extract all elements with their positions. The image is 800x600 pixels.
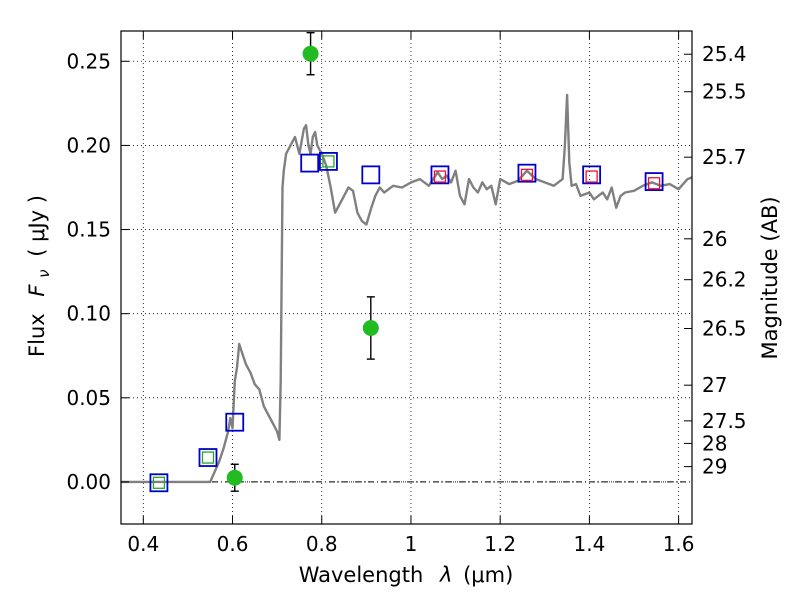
x-axis-title: Wavelength λ (μm) [299, 563, 514, 587]
y-tick-label: 0.15 [66, 218, 111, 242]
model-spectrum-line [121, 93, 693, 484]
model-photometry-square [361, 165, 381, 185]
secondary-axis-title: Magnitude (AB) [758, 196, 782, 359]
model-photometry-square [430, 165, 450, 185]
magnitude-tick-label: 26.2 [702, 268, 747, 292]
model-photometry-square [225, 412, 245, 432]
magnitude-tick-label: 25.5 [702, 80, 747, 104]
model-photometry-square [198, 448, 218, 467]
observed-photometry-square-red [520, 168, 534, 182]
model-photometry-square [582, 165, 602, 185]
detection-point [226, 469, 243, 486]
marker-layer [149, 31, 664, 493]
x-tick-label: 1.6 [663, 532, 695, 556]
observed-photometry-square-red [647, 177, 661, 190]
detection-point [362, 319, 379, 336]
x-tick-label: 0.6 [217, 532, 249, 556]
magnitude-tick-label: 28 [702, 431, 727, 455]
model-photometry-square [319, 152, 338, 171]
y-tick-label: 0.05 [66, 386, 111, 410]
model-photometry-square [644, 172, 664, 191]
model-photometry-square [149, 473, 169, 493]
observed-photometry-square-red [433, 170, 447, 183]
y-tick-label: 0.00 [66, 470, 111, 494]
model-photometry-square [517, 163, 537, 183]
x-tick-label: 0.8 [306, 532, 338, 556]
magnitude-tick-label: 26 [702, 227, 727, 251]
observed-photometry-square-green [201, 451, 215, 464]
plot-frame [120, 30, 693, 525]
model-photometry-square [300, 153, 320, 173]
detection-point [302, 45, 319, 62]
x-tick-label: 1 [405, 532, 418, 556]
observed-photometry-square-red [585, 170, 598, 183]
magnitude-tick-label: 27 [702, 373, 727, 397]
magnitude-tick-label: 27.5 [702, 409, 747, 433]
magnitude-tick-label: 25.7 [702, 145, 747, 169]
magnitude-tick-label: 26.5 [702, 316, 747, 340]
observed-photometry-square-green [152, 476, 166, 489]
y-axis-title: Flux F ν ( μJy ) [25, 195, 54, 357]
grid [121, 31, 692, 524]
y-tick-label: 0.20 [66, 133, 111, 157]
magnitude-tick-label: 25.4 [702, 42, 747, 66]
observed-photometry-square-green [322, 155, 335, 168]
x-tick-label: 1.2 [484, 532, 516, 556]
model-spectrum-layer [121, 93, 693, 484]
x-tick-label: 1.4 [573, 532, 605, 556]
y-tick-label: 0.10 [66, 302, 111, 326]
tick-layer: 0.4 0.6 0.8 1 1.2 1.4 1.6 0.00 0.05 0.10 0.15 0.20 0… [66, 31, 747, 556]
y-tick-label: 0.25 [66, 49, 111, 73]
x-tick-label: 0.4 [127, 532, 159, 556]
magnitude-tick-label: 29 [702, 455, 727, 479]
